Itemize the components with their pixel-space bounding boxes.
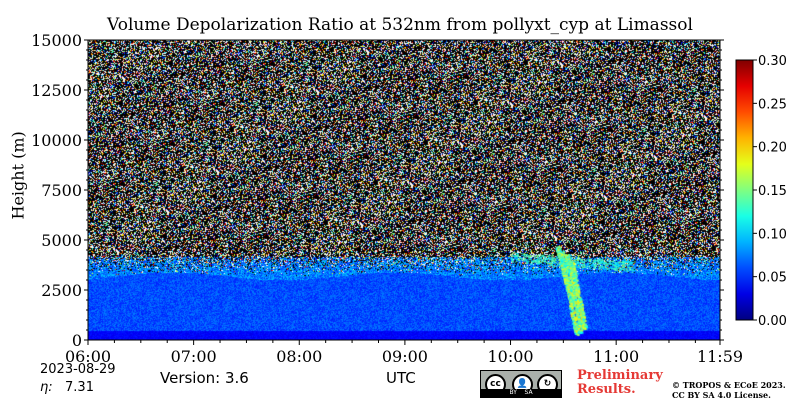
colorbar-tick-label: 0.20 xyxy=(758,141,787,156)
y-tick-label: 2500 xyxy=(41,281,82,300)
eta-value: 7.31 xyxy=(65,380,94,395)
copyright-notice: © TROPOS & ECoE 2023. CC BY SA 4.0 Licen… xyxy=(672,380,786,400)
colorbar-tick-label: 0.30 xyxy=(758,54,787,69)
x-tick-label: 09:00 xyxy=(382,347,428,366)
y-tick-label: 15000 xyxy=(31,31,82,50)
y-tick-label: 12500 xyxy=(31,81,82,100)
y-tick-label: 10000 xyxy=(31,131,82,150)
x-tick-label: 11:59 xyxy=(697,347,743,366)
colorbar-tick-label: 0.00 xyxy=(758,314,787,329)
y-tick-label: 5000 xyxy=(41,231,82,250)
heatmap-image xyxy=(88,40,720,340)
cc-license-badge: cc 👤 ↻ BY SA xyxy=(480,370,562,398)
x-axis-label: UTC xyxy=(386,369,416,387)
x-tick-label: 06:00 xyxy=(65,347,111,366)
colorbar-tick-label: 0.05 xyxy=(758,271,787,286)
date-label: 2023-08-29 xyxy=(40,362,116,377)
x-tick-label: 07:00 xyxy=(171,347,217,366)
y-axis: 0 2500 5000 7500 10000 12500 15000 xyxy=(31,31,724,350)
x-tick-label: 10:00 xyxy=(487,347,533,366)
y-tick-label: 7500 xyxy=(41,181,82,200)
colorbar-gradient xyxy=(735,59,754,321)
colorbar-tick-label: 0.25 xyxy=(758,97,787,112)
colorbar: 0.00 0.05 0.10 0.15 0.20 0.25 0.30 xyxy=(735,54,787,329)
colorbar-tick-label: 0.15 xyxy=(758,184,787,199)
cc-sa-label: SA xyxy=(524,389,533,396)
cc-by-label: BY xyxy=(509,389,517,396)
y-axis-label: Height (m) xyxy=(8,131,28,220)
version-label: Version: 3.6 xyxy=(160,369,249,387)
eta-symbol: η: xyxy=(40,380,53,395)
x-tick-label: 08:00 xyxy=(276,347,322,366)
preliminary-results-label: Preliminary Results. xyxy=(577,368,663,397)
heatmap-canvas xyxy=(88,40,720,340)
chart-title: Volume Depolarization Ratio at 532nm fro… xyxy=(107,15,693,35)
x-tick-label: 11:00 xyxy=(593,347,639,366)
x-axis: 06:00 07:00 08:00 09:00 10:00 11:00 11:59 xyxy=(65,340,743,366)
y-tick-label: 0 xyxy=(72,331,82,350)
eta-label: η: 7.31 xyxy=(40,380,94,395)
colorbar-tick-label: 0.10 xyxy=(758,227,787,242)
